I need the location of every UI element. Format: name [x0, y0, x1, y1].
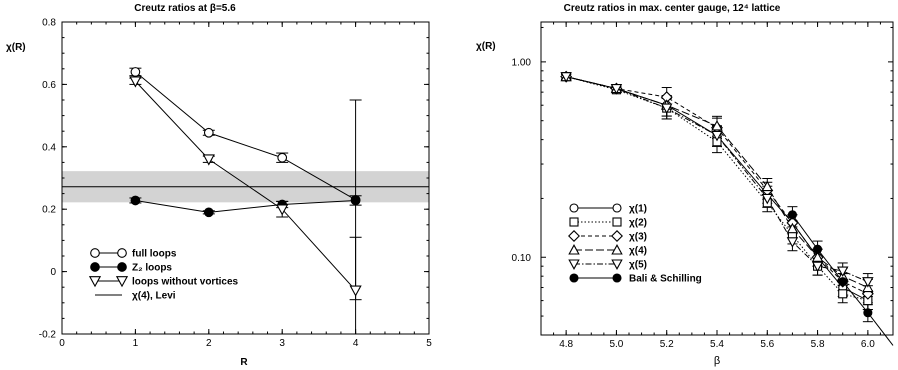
- right-data-point: [610, 84, 623, 95]
- left-x-tick-label: 5: [426, 338, 432, 349]
- left-legend-marker: [90, 262, 100, 272]
- right-legend-marker: [568, 259, 580, 270]
- right-data-point: [838, 289, 848, 299]
- right-y-axis-label: χ(R): [476, 41, 496, 52]
- left-x-tick-label: 0: [59, 338, 65, 349]
- right-data-point: [838, 277, 848, 287]
- right-data-point: [711, 119, 723, 131]
- right-legend-marker: [569, 217, 579, 227]
- right-legend-marker: [612, 203, 622, 213]
- right-legend-label: χ(5): [629, 260, 647, 271]
- left-y-tick-label: 0: [50, 267, 56, 278]
- right-series-line: [566, 76, 869, 283]
- left-chart-title: Creutz ratios at β=5.6: [134, 3, 236, 14]
- left-legend-marker: [88, 276, 102, 288]
- right-fit-curve: [867, 312, 894, 346]
- left-data-point: [130, 67, 141, 77]
- right-data-point: [811, 261, 824, 273]
- right-data-point: [761, 180, 774, 192]
- left-data-point: [350, 195, 361, 206]
- right-data-point: [660, 103, 673, 115]
- left-data-point: [130, 195, 141, 206]
- left-data-point: [203, 127, 214, 138]
- right-legend-label: Bali & Schilling: [629, 274, 702, 285]
- left-series-line: [135, 71, 356, 201]
- right-legend-marker: [569, 273, 579, 283]
- right-y-tick-label: 1.00: [512, 57, 532, 68]
- right-legend-marker: [568, 244, 580, 255]
- left-legend-marker: [90, 248, 100, 258]
- right-x-tick-label: 5.0: [609, 339, 623, 350]
- left-legend-label: full loops: [132, 249, 177, 260]
- left-series-line: [135, 80, 356, 291]
- left-data-point: [203, 207, 214, 218]
- right-data-point: [786, 222, 799, 234]
- right-data-point: [813, 244, 823, 254]
- right-data-point: [560, 72, 572, 83]
- right-legend-marker: [569, 203, 579, 213]
- right-legend-label: χ(1): [629, 204, 647, 215]
- left-data-point: [129, 76, 142, 88]
- left-y-tick-label: 0.6: [42, 80, 56, 91]
- left-legend-marker: [117, 262, 127, 272]
- right-data-point: [836, 266, 849, 277]
- right-legend-marker: [611, 244, 623, 255]
- left-x-tick-label: 1: [133, 338, 139, 349]
- right-legend-marker: [612, 217, 622, 227]
- right-chart-title: Creutz ratios in max. center gauge, 12⁴ …: [564, 3, 781, 14]
- right-data-point: [862, 277, 874, 288]
- right-legend-label: χ(2): [629, 218, 647, 229]
- right-x-tick-label: 5.6: [760, 339, 774, 350]
- right-legend-marker: [611, 230, 623, 242]
- right-x-tick-label: 5.4: [710, 339, 724, 350]
- right-data-point: [811, 251, 824, 262]
- right-data-point: [786, 237, 799, 248]
- left-legend-label: χ(4), Levi: [132, 291, 176, 302]
- right-x-tick-label: 5.8: [811, 339, 825, 350]
- left-x-axis-label: R: [240, 357, 248, 368]
- left-y-tick-label: 0.2: [42, 205, 56, 216]
- left-legend-marker: [115, 276, 129, 288]
- right-data-point: [787, 210, 797, 220]
- left-legend-marker: [117, 248, 127, 258]
- left-y-tick-label: 0.4: [42, 142, 56, 153]
- right-x-tick-label: 6.0: [861, 339, 875, 350]
- right-series-line: [792, 214, 869, 314]
- left-data-point: [202, 154, 215, 166]
- left-y-tick-label: 0.8: [42, 18, 56, 29]
- right-data-point: [761, 193, 774, 205]
- right-legend-label: χ(3): [629, 232, 647, 243]
- left-x-tick-label: 2: [206, 338, 212, 349]
- right-x-axis-label: β: [714, 355, 720, 367]
- left-data-point: [349, 285, 362, 297]
- left-series-line: [135, 199, 356, 213]
- right-legend-label: χ(4): [629, 246, 647, 257]
- left-legend-label: loops without vortices: [132, 277, 239, 288]
- right-x-tick-label: 5.2: [660, 339, 674, 350]
- right-y-tick-label: 0.10: [512, 253, 532, 264]
- right-legend-marker: [611, 259, 623, 270]
- left-y-axis-label: χ(R): [6, 42, 26, 53]
- left-legend-label: Z₂ loops: [132, 263, 172, 274]
- left-x-tick-label: 3: [279, 338, 285, 349]
- left-data-point: [276, 204, 289, 216]
- right-legend-marker: [568, 230, 580, 242]
- right-data-point: [863, 308, 873, 318]
- right-legend-marker: [612, 273, 622, 283]
- right-data-point: [711, 130, 723, 142]
- left-x-tick-label: 4: [353, 338, 359, 349]
- left-y-tick-label: -0.2: [39, 330, 57, 341]
- right-x-tick-label: 4.8: [559, 339, 573, 350]
- left-data-point: [277, 152, 288, 163]
